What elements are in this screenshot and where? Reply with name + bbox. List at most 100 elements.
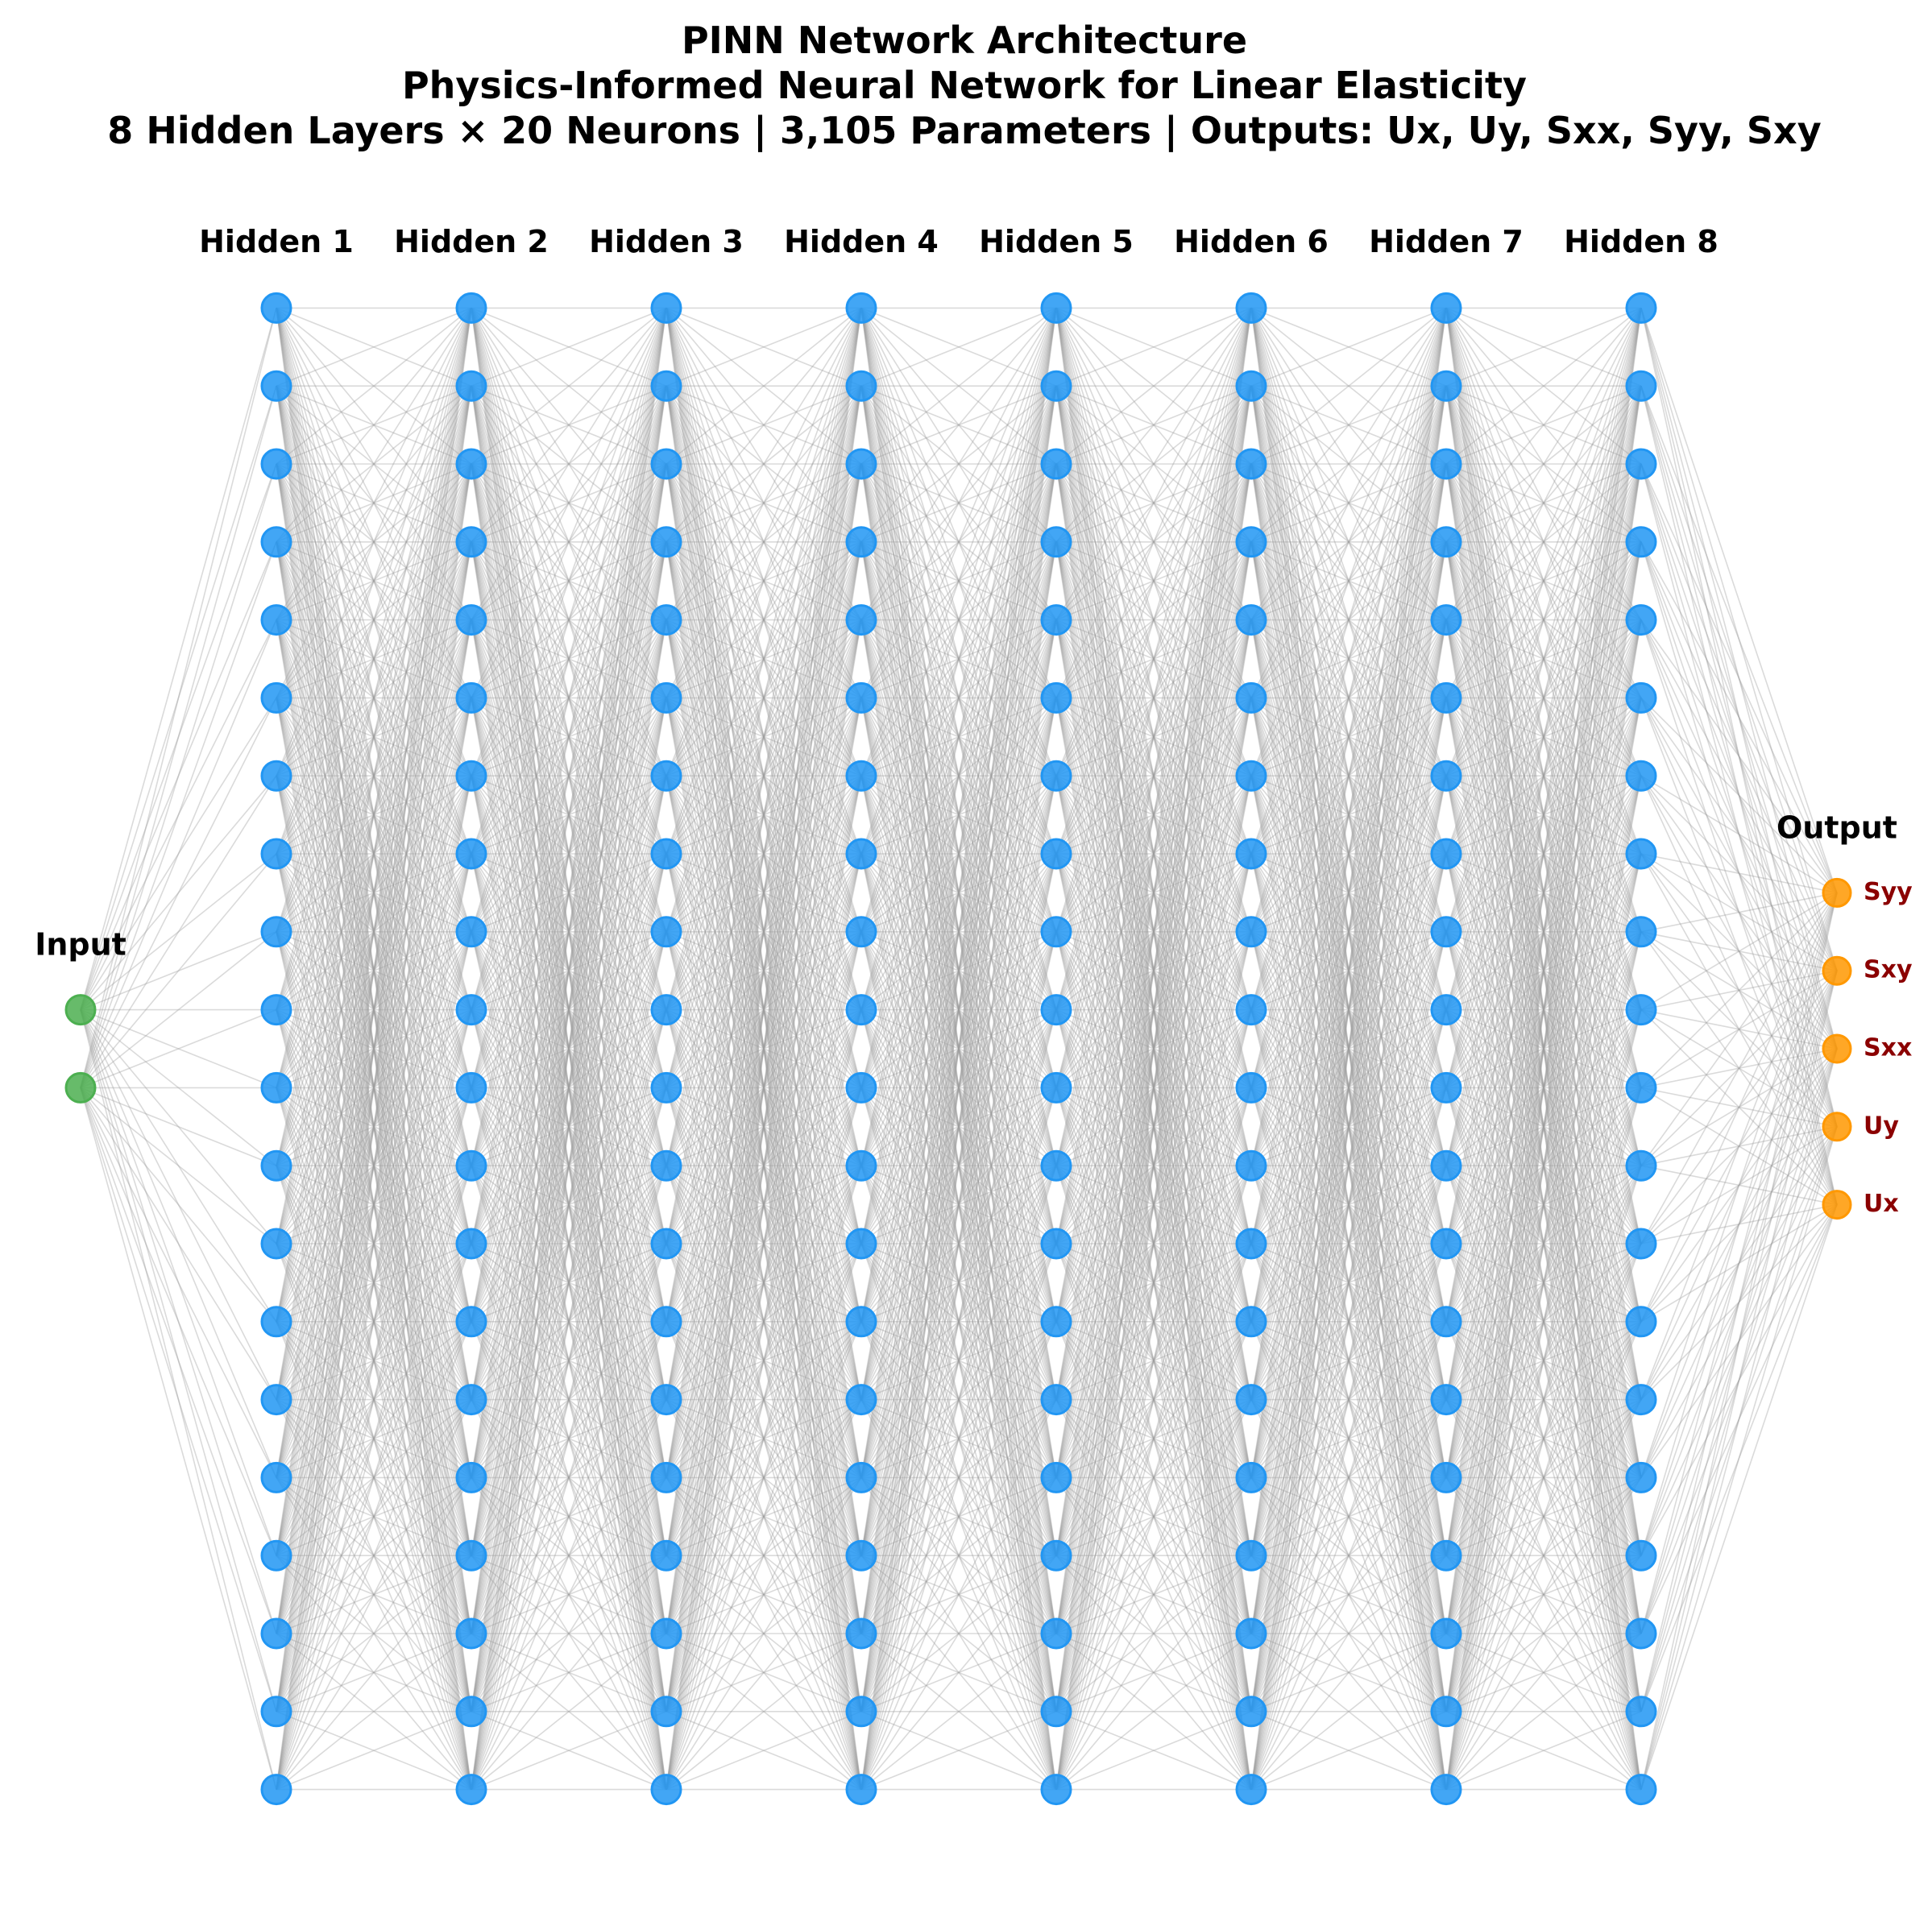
edge-l1-n3-to-l2-n4 [276, 541, 472, 621]
edge-l2-n1-to-l3-n19 [471, 386, 667, 1790]
edge-l6-n16-to-l7-n7 [1250, 853, 1447, 1556]
edge-l7-n14-to-l8-n8 [1445, 931, 1642, 1400]
edge-l1-n13-to-l2-n2 [276, 463, 472, 1322]
edge-l3-n18-to-l4-n13 [665, 1321, 862, 1712]
edge-l1-n3-to-l2-n19 [276, 541, 472, 1790]
edge-l5-n8-to-l6-n2 [1055, 463, 1252, 933]
edge-l5-n17-to-l6-n7 [1055, 853, 1252, 1634]
edge-l7-n17-to-l8-n18 [1445, 1633, 1642, 1712]
edge-l3-n17-to-l4-n6 [665, 776, 862, 1634]
edge-l1-n7-to-l2-n19 [276, 853, 472, 1790]
edge-l3-n8-to-l4-n16 [665, 931, 862, 1556]
edge-l5-n12-to-l6-n14 [1055, 1243, 1252, 1401]
edge-l5-n16-to-l6-n9 [1055, 1009, 1252, 1556]
edge-l5-n3-to-l6-n5 [1055, 541, 1252, 699]
edge-l4-n16-to-l5-n3 [860, 541, 1057, 1556]
edge-l5-n9-to-l6-n10 [1055, 1008, 1252, 1089]
edge-l2-n12-to-l3-n11 [471, 1165, 667, 1244]
edge-l6-n4-to-l7-n10 [1250, 619, 1447, 1088]
edge-l4-n14-to-l5-n15 [860, 1398, 1057, 1479]
edge-l5-n14-to-l6-n13 [1055, 1321, 1252, 1401]
edge-l7-n0-to-l8-n3 [1445, 307, 1642, 543]
edge-l3-n13-to-l4-n1 [665, 386, 862, 1322]
edge-l7-n1-to-l8-n6 [1445, 385, 1642, 776]
edge-l1-n9-to-l2-n4 [276, 619, 472, 1010]
edge-l3-n13-to-l4-n19 [665, 1321, 862, 1790]
edge-l7-n16-to-l8-n14 [1445, 1398, 1642, 1556]
edge-l6-n8-to-l7-n4 [1250, 619, 1447, 933]
edge-l2-n0-to-l3-n18 [471, 308, 667, 1712]
edge-l2-n15-to-l3-n0 [471, 308, 667, 1478]
edge-l6-n17-to-l7-n14 [1250, 1399, 1447, 1634]
edge-l2-n13-to-l3-n15 [471, 1321, 667, 1479]
edge-l7-n18-to-l8-n2 [1445, 463, 1642, 1712]
edge-l4-n16-to-l5-n6 [860, 776, 1057, 1556]
edge-l1-n0-to-l2-n3 [276, 307, 472, 543]
edge-l7-n14-to-l8-n11 [1445, 1165, 1642, 1401]
edge-l5-n3-to-l6-n4 [1055, 541, 1252, 621]
edge-l3-n7-to-l4-n9 [665, 853, 862, 1011]
edge-l2-n15-to-l3-n13 [471, 1321, 667, 1479]
edge-l4-n19-to-l5-n12 [860, 1243, 1057, 1790]
edge-l1-n13-to-l2-n11 [276, 1165, 472, 1323]
edge-l2-n18-to-l3-n15 [471, 1476, 667, 1712]
edge-l7-n6-to-l8-n15 [1445, 775, 1642, 1478]
edge-l4-n8-to-l5-n7 [860, 853, 1057, 933]
edge-l4-n3-to-l5-n4 [860, 541, 1057, 621]
edge-l5-n8-to-l6-n19 [1055, 931, 1252, 1790]
edge-l1-n18-to-l2-n15 [276, 1476, 472, 1712]
edge-l4-n8-to-l5-n12 [860, 931, 1057, 1244]
edge-l2-n2-to-l3-n6 [471, 463, 667, 776]
edge-l4-n16-to-l5-n7 [860, 853, 1057, 1556]
edge-l5-n8-to-l6-n4 [1055, 619, 1252, 933]
edge-l7-n13-to-l8-n15 [1445, 1321, 1642, 1479]
edge-l5-n7-to-l6-n16 [1055, 853, 1252, 1556]
edge-l4-n1-to-l5-n3 [860, 385, 1057, 543]
edge-l4-n15-to-l5-n3 [860, 541, 1057, 1478]
edge-l7-n5-to-l8-n3 [1445, 541, 1642, 699]
edge-l5-n8-to-l6-n18 [1055, 931, 1252, 1712]
edge-l7-n19-to-l8-n1 [1445, 386, 1642, 1790]
edge-l7-n12-to-l8-n3 [1445, 541, 1642, 1244]
edge-l4-n7-to-l5-n6 [860, 775, 1057, 855]
edge-l3-n15-to-l4-n10 [665, 1087, 862, 1478]
edge-l2-n18-to-l3-n11 [471, 1165, 667, 1712]
edge-l3-n6-to-l4-n7 [665, 775, 862, 855]
edge-l1-n0-to-l2-n12 [276, 308, 472, 1244]
edge-l3-n8-to-l4-n6 [665, 775, 862, 933]
edge-l2-n12-to-l3-n5 [471, 698, 667, 1244]
edge-l5-n18-to-l6-n1 [1055, 386, 1252, 1712]
edge-l6-n3-to-l7-n17 [1250, 541, 1447, 1634]
edge-l7-n6-to-l8-n17 [1445, 776, 1642, 1634]
edge-l3-n0-to-l4-n14 [665, 308, 862, 1400]
hidden-neuron-l4-n8 [845, 916, 877, 948]
edge-l1-n14-to-l2-n16 [276, 1398, 472, 1556]
edge-l4-n10-to-l5-n16 [860, 1087, 1057, 1556]
edge-l3-n18-to-l4-n17 [665, 1633, 862, 1712]
edge-l7-n10-to-l8-n14 [1445, 1087, 1642, 1401]
edge-l7-n8-to-l8-n13 [1445, 931, 1642, 1323]
edge-l3-n17-to-l4-n15 [665, 1476, 862, 1634]
edge-l2-n7-to-l3-n3 [471, 541, 667, 855]
edge-l5-n18-to-l6-n16 [1055, 1555, 1252, 1712]
edge-l4-n7-to-l5-n0 [860, 308, 1057, 855]
edge-l1-n1-to-l2-n11 [276, 386, 472, 1166]
edge-l0-n1-to-l1-n8 [80, 931, 277, 1089]
edge-l1-n4-to-l2-n1 [276, 385, 472, 621]
edge-l5-n9-to-l6-n14 [1055, 1009, 1252, 1400]
edge-l1-n8-to-l2-n10 [276, 931, 472, 1089]
edge-l6-n8-to-l7-n16 [1250, 931, 1447, 1556]
edge-l2-n0-to-l3-n19 [471, 308, 667, 1790]
edge-l2-n0-to-l3-n17 [471, 308, 667, 1634]
edge-l4-n12-to-l5-n18 [860, 1243, 1057, 1712]
edge-l7-n2-to-l8-n7 [1445, 463, 1642, 855]
edge-l4-n2-to-l5-n7 [860, 463, 1057, 855]
edge-l1-n13-to-l2-n9 [276, 1009, 472, 1323]
edge-l6-n10-to-l7-n3 [1250, 541, 1447, 1088]
edge-l2-n3-to-l3-n17 [471, 541, 667, 1634]
edge-l3-n11-to-l4-n8 [665, 931, 862, 1166]
edge-l3-n7-to-l4-n16 [665, 853, 862, 1556]
edge-l6-n2-to-l7-n0 [1250, 307, 1447, 465]
edge-l3-n17-to-l4-n3 [665, 541, 862, 1634]
connection-edges [80, 307, 1838, 1791]
